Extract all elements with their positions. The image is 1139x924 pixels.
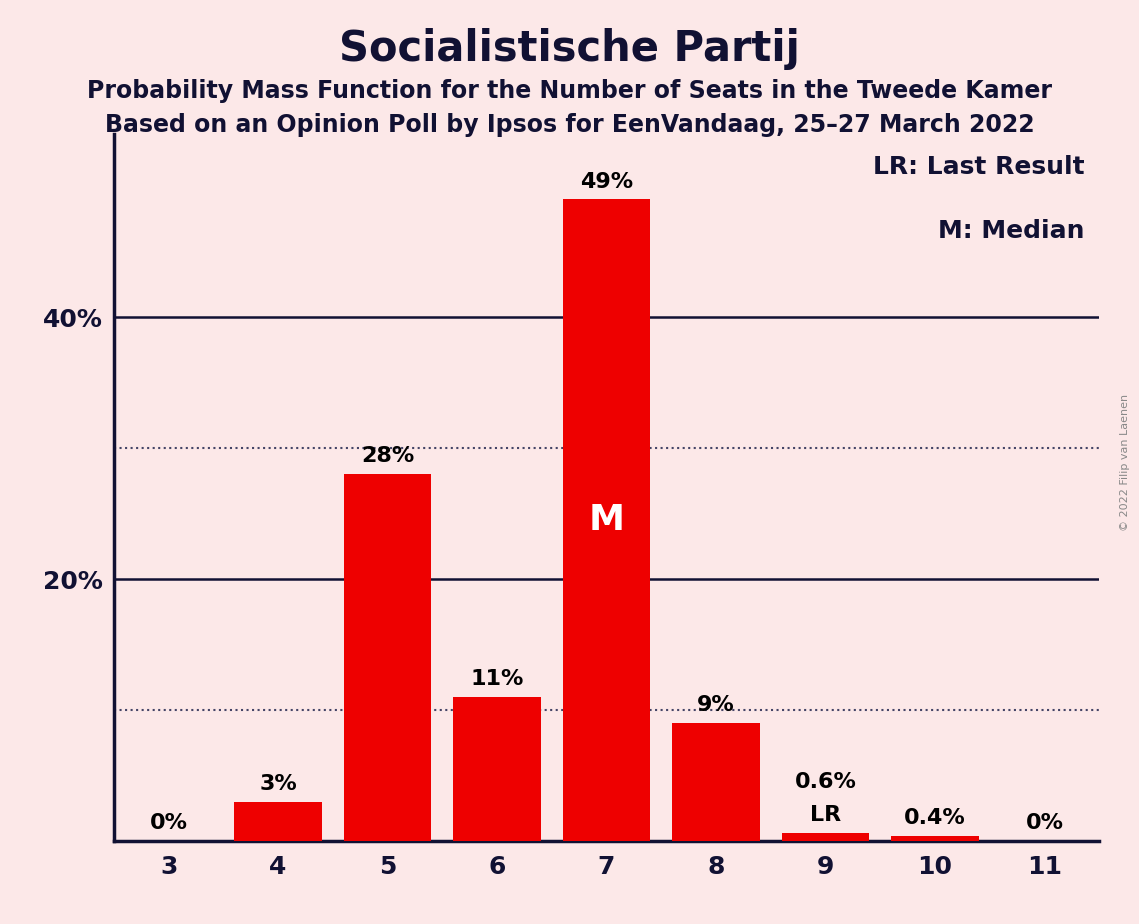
Text: 0%: 0% — [1025, 813, 1064, 833]
Text: 11%: 11% — [470, 669, 524, 689]
Bar — [563, 200, 650, 841]
Bar — [672, 723, 760, 841]
Text: 9%: 9% — [697, 695, 735, 715]
Bar — [891, 835, 978, 841]
Text: 49%: 49% — [580, 172, 633, 191]
Text: LR: Last Result: LR: Last Result — [872, 155, 1084, 179]
Text: 28%: 28% — [361, 446, 415, 467]
Text: M: Median: M: Median — [937, 219, 1084, 243]
Text: Based on an Opinion Poll by Ipsos for EenVandaag, 25–27 March 2022: Based on an Opinion Poll by Ipsos for Ee… — [105, 113, 1034, 137]
Text: Probability Mass Function for the Number of Seats in the Tweede Kamer: Probability Mass Function for the Number… — [87, 79, 1052, 103]
Text: 3%: 3% — [260, 773, 297, 794]
Text: © 2022 Filip van Laenen: © 2022 Filip van Laenen — [1120, 394, 1130, 530]
Bar — [235, 802, 322, 841]
Text: 0.6%: 0.6% — [795, 772, 857, 793]
Text: 0%: 0% — [149, 813, 188, 833]
Text: M: M — [589, 504, 624, 537]
Text: 0.4%: 0.4% — [904, 808, 966, 828]
Bar — [453, 697, 541, 841]
Bar — [781, 833, 869, 841]
Text: Socialistische Partij: Socialistische Partij — [339, 28, 800, 69]
Bar — [344, 474, 432, 841]
Text: LR: LR — [810, 805, 841, 825]
